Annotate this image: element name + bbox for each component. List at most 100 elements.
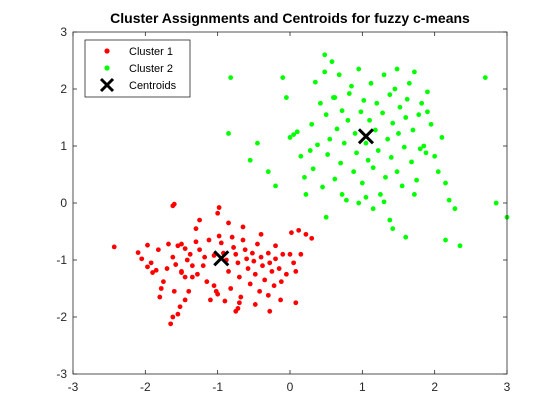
data-point <box>401 144 407 150</box>
data-point <box>390 120 396 126</box>
data-point <box>236 274 242 280</box>
y-tick-label: 3 <box>60 25 67 39</box>
data-point <box>341 140 347 146</box>
data-point <box>390 226 396 232</box>
data-point <box>251 258 257 264</box>
data-point <box>338 160 344 166</box>
legend-label: Cluster 2 <box>129 63 173 75</box>
data-point <box>394 66 400 72</box>
data-point <box>280 75 286 80</box>
data-point <box>452 206 458 212</box>
data-point <box>302 174 307 180</box>
data-point <box>303 231 309 237</box>
data-point <box>215 210 221 216</box>
data-point <box>179 241 184 247</box>
data-point <box>200 263 206 269</box>
data-point <box>145 242 150 248</box>
data-point <box>303 192 309 197</box>
data-point <box>228 286 234 291</box>
data-point <box>425 109 430 115</box>
data-point <box>235 260 241 266</box>
data-point <box>435 169 441 175</box>
data-point <box>226 220 231 226</box>
data-point <box>175 243 181 249</box>
data-point <box>404 96 410 102</box>
data-point <box>320 184 325 190</box>
data-point <box>249 250 255 256</box>
data-point <box>294 129 300 135</box>
data-point <box>235 306 241 311</box>
data-point <box>273 243 278 249</box>
data-point <box>416 112 422 118</box>
data-point <box>370 165 376 171</box>
data-point <box>387 92 393 98</box>
data-point <box>339 192 345 197</box>
data-point <box>182 297 188 303</box>
data-point <box>150 270 155 275</box>
data-point <box>171 201 177 207</box>
data-point <box>315 142 320 148</box>
data-point <box>293 269 299 274</box>
legend-label: Cluster 1 <box>129 46 173 58</box>
data-point <box>265 250 271 256</box>
data-point <box>312 79 318 85</box>
data-point <box>372 127 378 133</box>
data-point <box>414 177 419 183</box>
data-point <box>381 72 387 78</box>
data-point <box>378 192 383 197</box>
data-point <box>421 143 427 149</box>
data-point <box>403 115 409 120</box>
data-point <box>271 283 277 289</box>
data-point <box>370 206 376 212</box>
data-point <box>354 150 359 156</box>
data-point <box>346 91 352 96</box>
data-point <box>363 194 369 200</box>
centroid-marker <box>213 250 230 267</box>
data-point <box>339 108 345 114</box>
data-point <box>164 266 170 271</box>
data-point <box>218 240 224 246</box>
axis-ticks: -3 -2 -1 0 1 2 3 -3 -2 -1 0 1 2 3 <box>56 25 510 394</box>
data-point <box>229 234 235 240</box>
legend-centroid-marker <box>99 77 115 93</box>
data-point <box>410 127 416 133</box>
data-point <box>349 83 354 89</box>
data-point <box>153 267 159 273</box>
data-point <box>193 226 199 232</box>
data-point <box>361 98 367 103</box>
data-point <box>206 237 212 243</box>
data-point <box>345 117 351 123</box>
data-point <box>255 140 260 146</box>
data-point <box>446 197 452 203</box>
data-point <box>406 80 412 86</box>
data-point <box>228 75 234 80</box>
data-point <box>322 69 328 75</box>
data-point <box>439 135 445 140</box>
y-tick-label: -2 <box>56 310 67 324</box>
data-point <box>236 300 242 306</box>
data-point <box>265 169 271 175</box>
data-point <box>383 174 388 180</box>
data-point <box>177 304 183 310</box>
data-point <box>182 274 188 280</box>
data-point <box>336 72 342 78</box>
data-point <box>179 270 184 275</box>
data-point <box>242 247 248 253</box>
data-point <box>307 148 313 153</box>
data-point <box>309 235 315 241</box>
data-point <box>329 59 335 65</box>
data-point <box>356 200 362 206</box>
data-point <box>365 157 371 163</box>
data-point <box>211 283 217 289</box>
data-point <box>367 117 372 123</box>
data-point <box>175 311 181 317</box>
chart-title: Cluster Assignments and Centroids for fu… <box>110 10 470 26</box>
data-point <box>240 224 246 230</box>
data-point <box>298 153 304 159</box>
data-point <box>215 291 221 297</box>
data-point <box>332 95 338 100</box>
data-point <box>352 131 358 136</box>
legend: Cluster 1 Cluster 2 Centroids <box>84 39 191 98</box>
data-point <box>273 256 278 262</box>
